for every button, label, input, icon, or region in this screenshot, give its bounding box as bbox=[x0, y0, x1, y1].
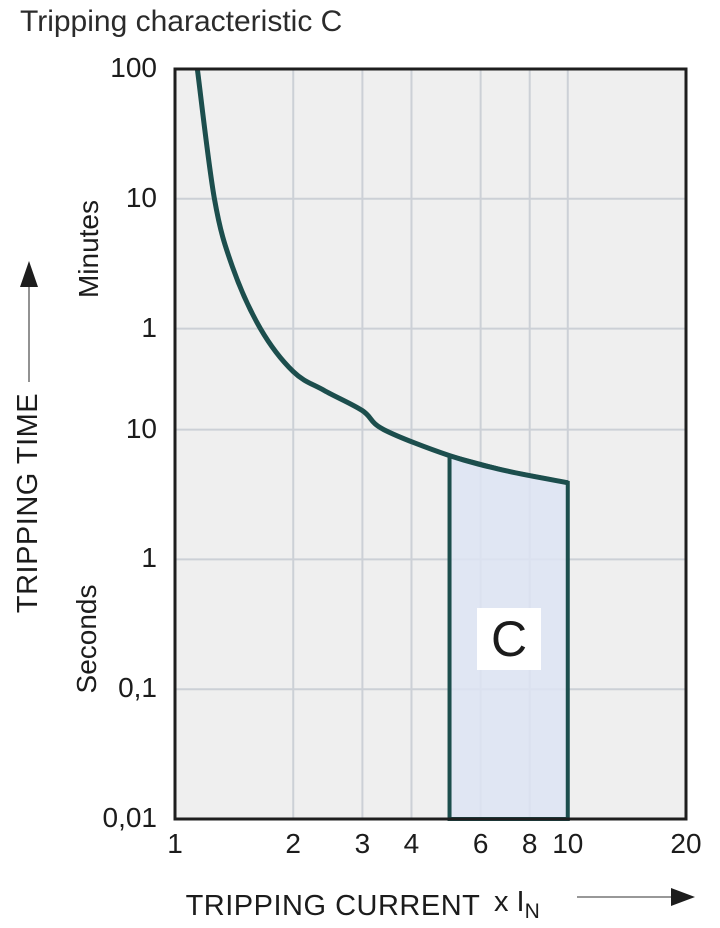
y-axis-arrow-icon bbox=[20, 261, 38, 287]
y-tick-label: 10 bbox=[125, 412, 157, 444]
page-title: Tripping characteristic C bbox=[20, 5, 343, 38]
plot-background bbox=[175, 69, 686, 819]
region-label: C bbox=[477, 608, 541, 670]
x-tick-label: 1 bbox=[167, 828, 183, 859]
x-tick-label: 4 bbox=[403, 828, 420, 859]
x-tick-label: 8 bbox=[521, 828, 538, 859]
y-tick-label: 0,1 bbox=[118, 672, 157, 704]
x-axis-unit: x IN bbox=[494, 886, 540, 924]
x-tick-label: 3 bbox=[354, 828, 371, 859]
x-axis-unit-prefix: x I bbox=[494, 886, 525, 918]
x-tick-label: 20 bbox=[670, 828, 702, 859]
x-axis-title: TRIPPING CURRENT bbox=[185, 890, 481, 922]
x-tick-label: 10 bbox=[552, 828, 584, 859]
y-tick-label: 1 bbox=[141, 542, 157, 574]
tripping-curve bbox=[194, 68, 569, 486]
y-tick-label: 0,01 bbox=[102, 802, 158, 833]
x-tick-label: 2 bbox=[285, 828, 301, 859]
y-tick-label: 10 bbox=[125, 181, 157, 213]
x-tick-label: 6 bbox=[472, 828, 489, 859]
y-axis-title: TRIPPING TIME bbox=[12, 392, 44, 614]
y-tick-label: 1 bbox=[141, 311, 157, 343]
plot-border bbox=[173, 67, 688, 821]
x-axis-unit-subscript: N bbox=[524, 899, 540, 923]
x-axis-arrow-icon bbox=[671, 888, 695, 906]
y-tick-label: 100 bbox=[110, 52, 157, 83]
